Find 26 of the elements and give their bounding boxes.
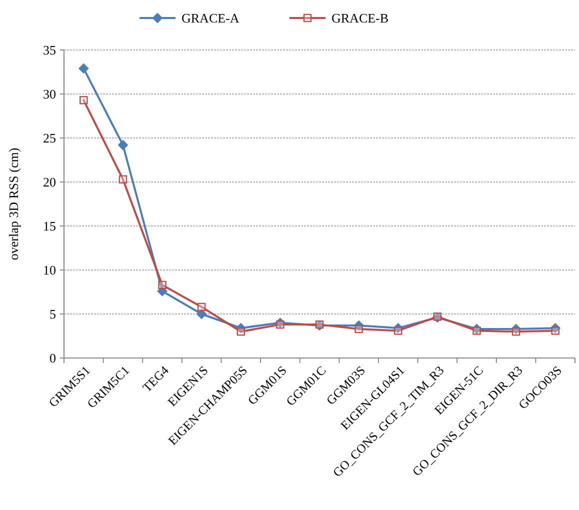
y-tick-label: 30	[43, 86, 56, 102]
point	[354, 324, 363, 334]
y-tick-label: 25	[43, 130, 56, 146]
point	[197, 302, 206, 312]
y-tick-label: 10	[43, 262, 56, 278]
point	[118, 175, 128, 184]
y-tick-label: 0	[50, 350, 56, 366]
y-axis-title: overlap 3D RSS (cm)	[6, 148, 21, 260]
point	[118, 140, 128, 150]
y-tick-label: 15	[43, 218, 56, 234]
point	[394, 326, 402, 335]
point	[276, 320, 284, 329]
point	[512, 328, 520, 336]
y-tick-label: 5	[50, 306, 56, 322]
point	[78, 63, 89, 74]
point	[236, 328, 245, 336]
point	[551, 326, 560, 335]
legend-label: GRACE-B	[332, 10, 389, 26]
point	[157, 286, 168, 296]
legend-label: GRACE-A	[182, 10, 240, 26]
point	[472, 326, 481, 335]
point	[80, 96, 88, 104]
y-tick-label: 35	[43, 42, 56, 58]
point	[158, 280, 166, 290]
y-tick-label: 20	[43, 174, 56, 190]
point	[196, 309, 207, 319]
